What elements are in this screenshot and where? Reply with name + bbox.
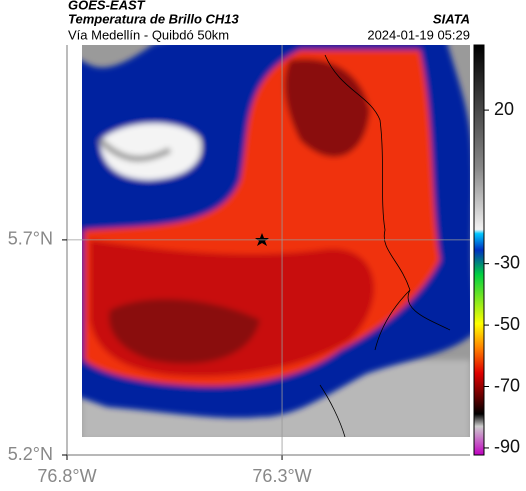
colorbar-tick-label: -30	[494, 252, 520, 272]
brand: SIATA	[433, 11, 470, 26]
header: GOES-EAST Temperatura de Brillo CH13 Vía…	[68, 0, 470, 42]
datetime: 2024-01-19 05:29	[367, 27, 470, 42]
title: Temperatura de Brillo CH13	[68, 11, 240, 26]
colorbar-tick-label: -50	[494, 314, 520, 334]
colorbar-tick-label: -70	[494, 375, 520, 395]
colorbar-tick-label: 20	[494, 99, 514, 119]
subtitle: Vía Medellín - Quibdó 50km	[68, 27, 229, 42]
satellite-image	[82, 45, 470, 437]
x-tick-label: 76.3°W	[252, 466, 311, 486]
satellite: GOES-EAST	[68, 0, 146, 12]
y-tick-label: 5.7°N	[8, 229, 53, 249]
x-tick-label: 76.8°W	[37, 466, 96, 486]
colorbar	[473, 44, 485, 456]
y-tick-label: 5.2°N	[8, 444, 53, 464]
colorbar-tick-label: -90	[494, 437, 520, 457]
